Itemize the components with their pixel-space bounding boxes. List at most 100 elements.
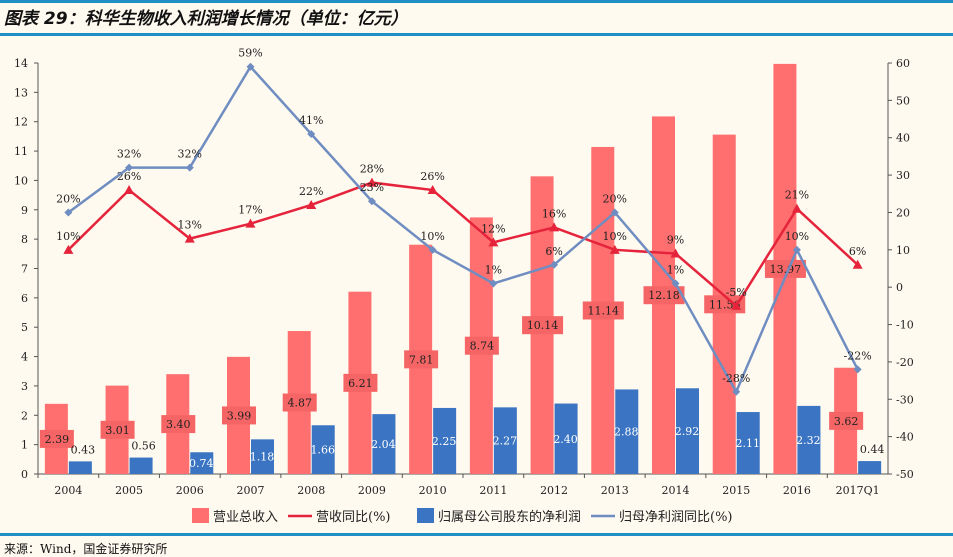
revenue-growth-marker — [427, 185, 438, 195]
source-note: 来源：Wind，国金证券研究所 — [4, 542, 168, 556]
profit-data-label: 0.43 — [71, 443, 96, 456]
profit-growth-marker — [550, 260, 559, 269]
revenue-data-label: 10.14 — [527, 319, 559, 332]
revenue-label-bg — [764, 259, 806, 278]
profit-growth-line — [67, 64, 859, 395]
revenue-label-bg — [522, 316, 564, 335]
right-tick-label: 10 — [896, 244, 910, 257]
right-tick-label: 0 — [896, 281, 903, 294]
legend-label: 归属母公司股东的净利润 — [438, 509, 581, 525]
right-tick-label: 60 — [896, 57, 910, 70]
profit-growth-data-label: 32% — [117, 148, 141, 161]
legend-label: 营收同比(%) — [316, 510, 391, 525]
profit-growth-data-label: 1% — [485, 263, 502, 276]
x-tick-label: 2011 — [479, 484, 507, 497]
right-tick-label: -40 — [896, 431, 914, 444]
revenue-label-bg — [404, 350, 439, 369]
profit-growth-marker — [671, 279, 680, 288]
revenue-data-label: 7.81 — [409, 353, 434, 366]
profit-growth-data-label: 10% — [420, 230, 444, 243]
revenue-growth-data-label: 21% — [785, 189, 809, 202]
profit-growth-marker — [185, 163, 194, 172]
profit-data-label: 2.27 — [493, 435, 518, 448]
revenue-growth-data-label: -5% — [726, 286, 747, 299]
right-tick-label: -30 — [896, 393, 914, 406]
profit-growth-data-label: 10% — [785, 230, 809, 243]
revenue-growth-marker — [366, 177, 377, 187]
revenue-label-bg — [829, 411, 864, 430]
revenue-growth-marker — [306, 199, 317, 209]
profit-growth-marker — [792, 245, 801, 254]
right-tick-label: 20 — [896, 206, 910, 219]
title-rule-bottom — [0, 33, 953, 36]
revenue-growth-marker — [852, 259, 863, 269]
profit-growth-marker — [367, 197, 376, 206]
revenue-growth-line — [67, 181, 859, 308]
x-tick-label: 2015 — [722, 484, 750, 497]
left-tick-label: 10 — [14, 174, 28, 187]
right-tick-label: 50 — [896, 94, 910, 107]
x-tick-label: 2006 — [176, 484, 204, 497]
revenue-data-label: 13.97 — [770, 263, 802, 276]
revenue-growth-marker — [670, 248, 681, 258]
profit-data-label: 1.66 — [310, 444, 335, 457]
profit-data-label: 2.32 — [796, 434, 821, 447]
revenue-growth-data-label: 26% — [117, 170, 141, 183]
profit-data-label: 1.18 — [250, 451, 275, 464]
profit-bar — [736, 412, 760, 474]
right-tick-label: 30 — [896, 169, 910, 182]
revenue-growth-data-label: 26% — [420, 170, 444, 183]
profit-bar — [493, 407, 517, 474]
x-tick-label: 2014 — [662, 484, 690, 497]
revenue-label-bg — [464, 336, 499, 355]
x-tick-label: 2009 — [358, 484, 386, 497]
profit-bar — [311, 425, 335, 474]
revenue-growth-marker — [731, 300, 742, 310]
profit-bar — [190, 452, 214, 474]
left-tick-label: 7 — [21, 263, 28, 276]
profit-data-label: 2.92 — [675, 425, 700, 438]
x-tick-label: 2007 — [237, 484, 265, 497]
right-tick-label: 40 — [896, 132, 910, 145]
right-tick-label: -10 — [896, 319, 914, 332]
x-tick-label: 2017Q1 — [836, 484, 880, 497]
left-tick-label: 14 — [14, 57, 28, 70]
profit-growth-data-label: 20% — [603, 192, 627, 205]
left-tick-label: 11 — [14, 145, 28, 158]
profit-bar — [372, 414, 396, 474]
revenue-growth-data-label: 17% — [238, 204, 262, 217]
revenue-growth-marker — [609, 244, 620, 254]
profit-bar — [797, 405, 821, 474]
profit-growth-data-label: 20% — [56, 192, 80, 205]
left-tick-label: 1 — [21, 439, 28, 452]
profit-bar — [129, 457, 153, 474]
profit-bar — [858, 461, 882, 474]
revenue-data-label: 3.01 — [105, 424, 130, 437]
profit-data-label: 0.74 — [189, 457, 214, 470]
right-tick-label: -50 — [896, 468, 914, 481]
left-tick-label: 13 — [14, 86, 28, 99]
profit-growth-data-label: 41% — [299, 114, 323, 127]
profit-growth-data-label: 6% — [545, 245, 562, 258]
revenue-label-bg — [582, 301, 624, 320]
revenue-data-label: 4.87 — [287, 397, 312, 410]
profit-growth-data-label: 32% — [178, 148, 202, 161]
revenue-growth-data-label: 10% — [56, 230, 80, 243]
revenue-label-bg — [39, 429, 74, 448]
revenue-growth-data-label: 22% — [299, 185, 323, 198]
x-tick-label: 2013 — [601, 484, 629, 497]
profit-growth-data-label: 23% — [360, 181, 384, 194]
profit-growth-marker — [125, 163, 134, 172]
revenue-growth-marker — [488, 237, 499, 247]
revenue-growth-data-label: 28% — [360, 163, 384, 176]
revenue-data-label: 12.18 — [648, 289, 680, 302]
left-tick-label: 3 — [21, 380, 28, 393]
profit-bar — [554, 403, 578, 474]
profit-growth-data-label: -22% — [844, 349, 872, 362]
revenue-label-bg — [161, 415, 196, 434]
revenue-data-label: 3.99 — [227, 409, 252, 422]
revenue-growth-marker — [63, 244, 74, 254]
revenue-data-label: 2.39 — [45, 433, 70, 446]
revenue-label-bg — [282, 393, 317, 412]
